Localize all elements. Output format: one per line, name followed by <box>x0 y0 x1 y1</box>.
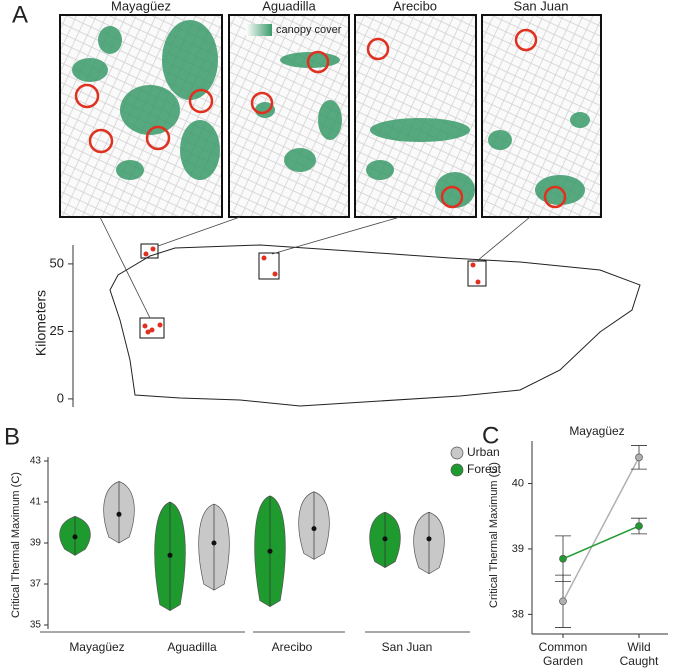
leader-lines <box>99 216 531 319</box>
mean-dot <box>267 548 273 554</box>
legend-label: canopy cover <box>276 24 342 36</box>
mean-dot <box>167 552 173 558</box>
site-dots <box>142 246 481 335</box>
inset-title: Aguadilla <box>262 0 316 13</box>
y-tick-label: 39 <box>512 543 524 555</box>
legend-label: Urban <box>467 445 500 459</box>
y-tick-label: 40 <box>512 477 524 489</box>
mean-dot <box>426 536 432 542</box>
x-tick-label: Mayagüez <box>69 640 124 654</box>
point <box>635 522 643 530</box>
x-tick-label: Common Garden <box>538 640 588 668</box>
site-boxes <box>139 243 487 339</box>
y-axis-label: Critical Thermal Maximum (C) <box>488 462 500 608</box>
inset-title: Mayagüez <box>111 0 171 13</box>
site-circles <box>74 28 567 209</box>
legend-gradient <box>246 24 272 36</box>
y-tick-label: 38 <box>512 608 524 620</box>
legend-label: Forest <box>467 462 502 476</box>
y-axis-label: Kilometers <box>33 290 49 356</box>
panel-label: B <box>4 423 20 450</box>
y-tick-label: 35 <box>30 620 42 631</box>
x-tick-label: Wild Caught <box>619 640 659 668</box>
mean-dot <box>211 540 217 546</box>
legend-swatch <box>450 446 464 460</box>
mean-dot <box>311 526 317 532</box>
mean-dot <box>382 536 388 542</box>
inset-title: Arecibo <box>393 0 437 13</box>
coastline <box>109 244 641 407</box>
point <box>635 453 643 462</box>
legend-swatch <box>450 463 464 477</box>
line <box>562 525 640 560</box>
y-tick-label: 41 <box>30 497 42 508</box>
y-tick-label: 0 <box>57 390 64 405</box>
panel-label: C <box>482 422 499 449</box>
x-tick-label: Aguadilla <box>167 640 217 654</box>
insets <box>59 14 602 218</box>
panel-label: A <box>12 1 28 28</box>
y-tick-label: 50 <box>50 255 64 270</box>
point <box>559 597 567 606</box>
inset-title: San Juan <box>514 0 569 13</box>
canopy <box>72 20 590 208</box>
chart-title: Mayagüez <box>569 424 624 438</box>
mean-dot <box>72 534 78 540</box>
line <box>562 457 640 602</box>
x-tick-label: San Juan <box>382 640 433 654</box>
island <box>99 216 641 407</box>
y-tick-label: 37 <box>30 579 42 590</box>
x-tick-label: Arecibo <box>272 640 313 654</box>
point <box>559 554 567 563</box>
y-tick-label: 39 <box>30 538 42 549</box>
mean-dot <box>116 511 122 517</box>
y-tick-label: 43 <box>30 456 42 467</box>
y-tick-label: 25 <box>50 323 64 338</box>
y-axis-label: Critical Thermal Maximum (C) <box>10 472 22 618</box>
